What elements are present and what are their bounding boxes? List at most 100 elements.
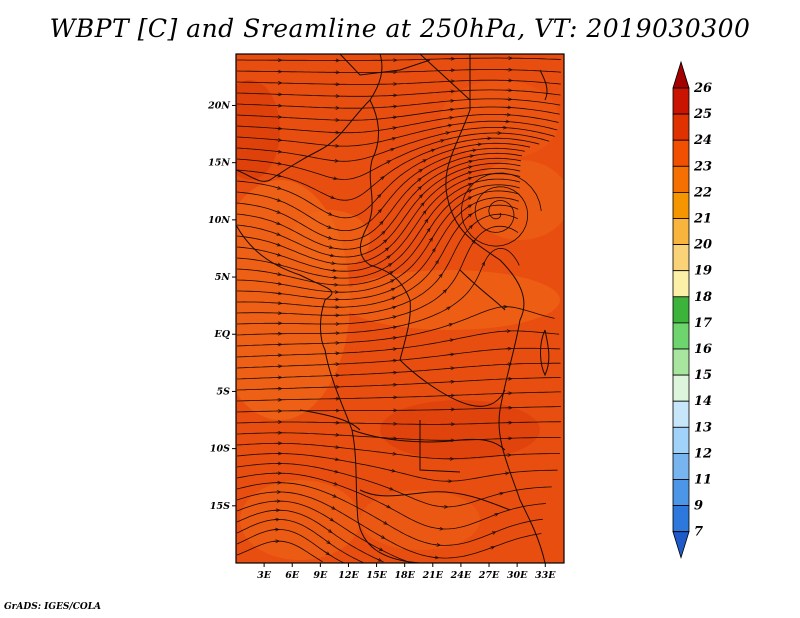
streamline-arrow bbox=[423, 212, 425, 216]
streamline-arrow bbox=[328, 255, 333, 256]
streamline-arrow bbox=[331, 178, 336, 179]
streamline-arrow bbox=[390, 298, 394, 299]
streamline-arrow bbox=[388, 272, 392, 274]
streamline-arrow bbox=[276, 163, 280, 164]
lat-tick-label: 10N bbox=[208, 215, 230, 226]
streamline-arrow bbox=[275, 223, 279, 224]
streamline-arrow bbox=[376, 559, 380, 561]
longitude-axis: 3E 6E 9E 12E 15E 18E 21E 24E 27E 30E 33E bbox=[257, 563, 556, 581]
streamline-arrow bbox=[324, 552, 328, 554]
lon-tick-label: 12E bbox=[338, 570, 359, 581]
streamline-arrow bbox=[417, 188, 421, 191]
streamline-arrow bbox=[377, 196, 379, 199]
colorbar-label: 12 bbox=[694, 446, 712, 461]
grads-credit: GrADS: IGES/COLA bbox=[4, 602, 102, 612]
colorbar-swatch bbox=[672, 322, 690, 350]
streamline-arrow bbox=[379, 222, 382, 226]
streamline-arrow bbox=[467, 206, 470, 208]
colorbar-label: 16 bbox=[694, 342, 712, 357]
streamline-arrow bbox=[444, 133, 448, 134]
streamline-arrow bbox=[425, 220, 427, 224]
streamline-arrow bbox=[446, 125, 451, 126]
colorbar-label: 11 bbox=[694, 473, 712, 488]
colorbar-label: 26 bbox=[693, 81, 712, 96]
streamline-arrow bbox=[387, 264, 390, 266]
streamline-arrow bbox=[390, 289, 393, 291]
colorbar-swatch bbox=[672, 87, 690, 115]
streamline-arrow bbox=[333, 459, 338, 460]
streamline-arrow bbox=[417, 170, 421, 172]
colorbar-swatch bbox=[672, 113, 690, 141]
map-frame bbox=[235, 53, 565, 564]
streamline-arrow bbox=[326, 237, 330, 238]
streamline-arrow bbox=[466, 167, 471, 168]
colorbar-swatch bbox=[672, 374, 690, 402]
streamline-arrow bbox=[489, 547, 493, 548]
cyclonic-eddy-streamline bbox=[460, 172, 542, 247]
colorbar-label: 23 bbox=[693, 159, 712, 174]
colorbar-swatch bbox=[672, 400, 690, 428]
streamline-arrow bbox=[390, 470, 394, 471]
streamline-arrow bbox=[439, 275, 441, 279]
streamline-arrow bbox=[482, 263, 484, 267]
lon-tick-label: 30E bbox=[507, 570, 528, 581]
colorbar-label: 24 bbox=[693, 133, 712, 148]
streamline-arrow bbox=[331, 495, 335, 497]
streamline-arrow bbox=[330, 507, 334, 509]
streamline bbox=[236, 540, 323, 563]
colorbar-swatch bbox=[672, 505, 690, 533]
streamline-arrow bbox=[467, 198, 470, 200]
colorbar-label: 7 bbox=[694, 525, 703, 540]
streamline-arrow bbox=[498, 493, 502, 494]
streamline-arrow bbox=[503, 473, 508, 474]
streamline-arrow bbox=[328, 518, 332, 520]
colorbar-label: 19 bbox=[694, 264, 712, 279]
streamline-arrow bbox=[467, 161, 471, 162]
colorbar-label: 9 bbox=[694, 499, 703, 514]
colorbar-swatch bbox=[672, 296, 690, 324]
streamline-arrow bbox=[429, 150, 433, 151]
colorbar-swatch bbox=[672, 244, 690, 272]
colorbar-swatch bbox=[672, 479, 690, 507]
colorbar-label: 14 bbox=[694, 394, 712, 409]
streamline-arrow bbox=[468, 156, 473, 157]
streamline-arrow bbox=[276, 274, 280, 275]
colorbar-swatch bbox=[672, 218, 690, 246]
lat-tick-label: 10S bbox=[210, 444, 230, 455]
streamline-arrow bbox=[442, 291, 446, 294]
streamline-arrow bbox=[447, 324, 452, 325]
streamline-arrow bbox=[421, 204, 423, 207]
streamline-arrow bbox=[448, 340, 453, 341]
streamline-arrow bbox=[493, 514, 497, 515]
streamline-arrow bbox=[468, 226, 472, 230]
colorbar-swatch bbox=[672, 139, 690, 167]
colorbar-top-triangle bbox=[672, 60, 690, 89]
lat-tick-label: 5S bbox=[217, 386, 231, 397]
streamline-arrow bbox=[377, 211, 380, 214]
lon-tick-label: 27E bbox=[478, 570, 500, 581]
streamline-arrow bbox=[388, 488, 391, 489]
streamline-arrow bbox=[445, 308, 449, 310]
streamline bbox=[236, 509, 384, 563]
streamline-arrow bbox=[439, 141, 442, 142]
streamline-arrow bbox=[327, 213, 330, 215]
lon-tick-label: 3E bbox=[257, 570, 272, 581]
streamline-arrow bbox=[329, 263, 334, 264]
lat-tick-label: EQ bbox=[213, 329, 230, 340]
streamline-arrow bbox=[391, 327, 395, 328]
streamline-arrow bbox=[466, 184, 470, 185]
colorbar-label: 15 bbox=[694, 368, 712, 383]
streamline-arrow bbox=[276, 264, 280, 265]
streamline-arrow bbox=[327, 530, 331, 532]
streamline-arrow bbox=[326, 226, 330, 227]
streamline-arrow bbox=[380, 536, 383, 538]
colorbar-label: 18 bbox=[694, 290, 712, 305]
streamline-arrow bbox=[327, 247, 332, 248]
streamline-arrow bbox=[384, 249, 388, 251]
streamline-arrow bbox=[391, 338, 396, 339]
map-title: WBPT [C] and Sreamline at 250hPa, VT: 20… bbox=[49, 14, 751, 43]
colorbar-label: 22 bbox=[693, 185, 712, 200]
streamline-arrow bbox=[467, 191, 470, 193]
lon-tick-label: 33E bbox=[535, 570, 556, 581]
